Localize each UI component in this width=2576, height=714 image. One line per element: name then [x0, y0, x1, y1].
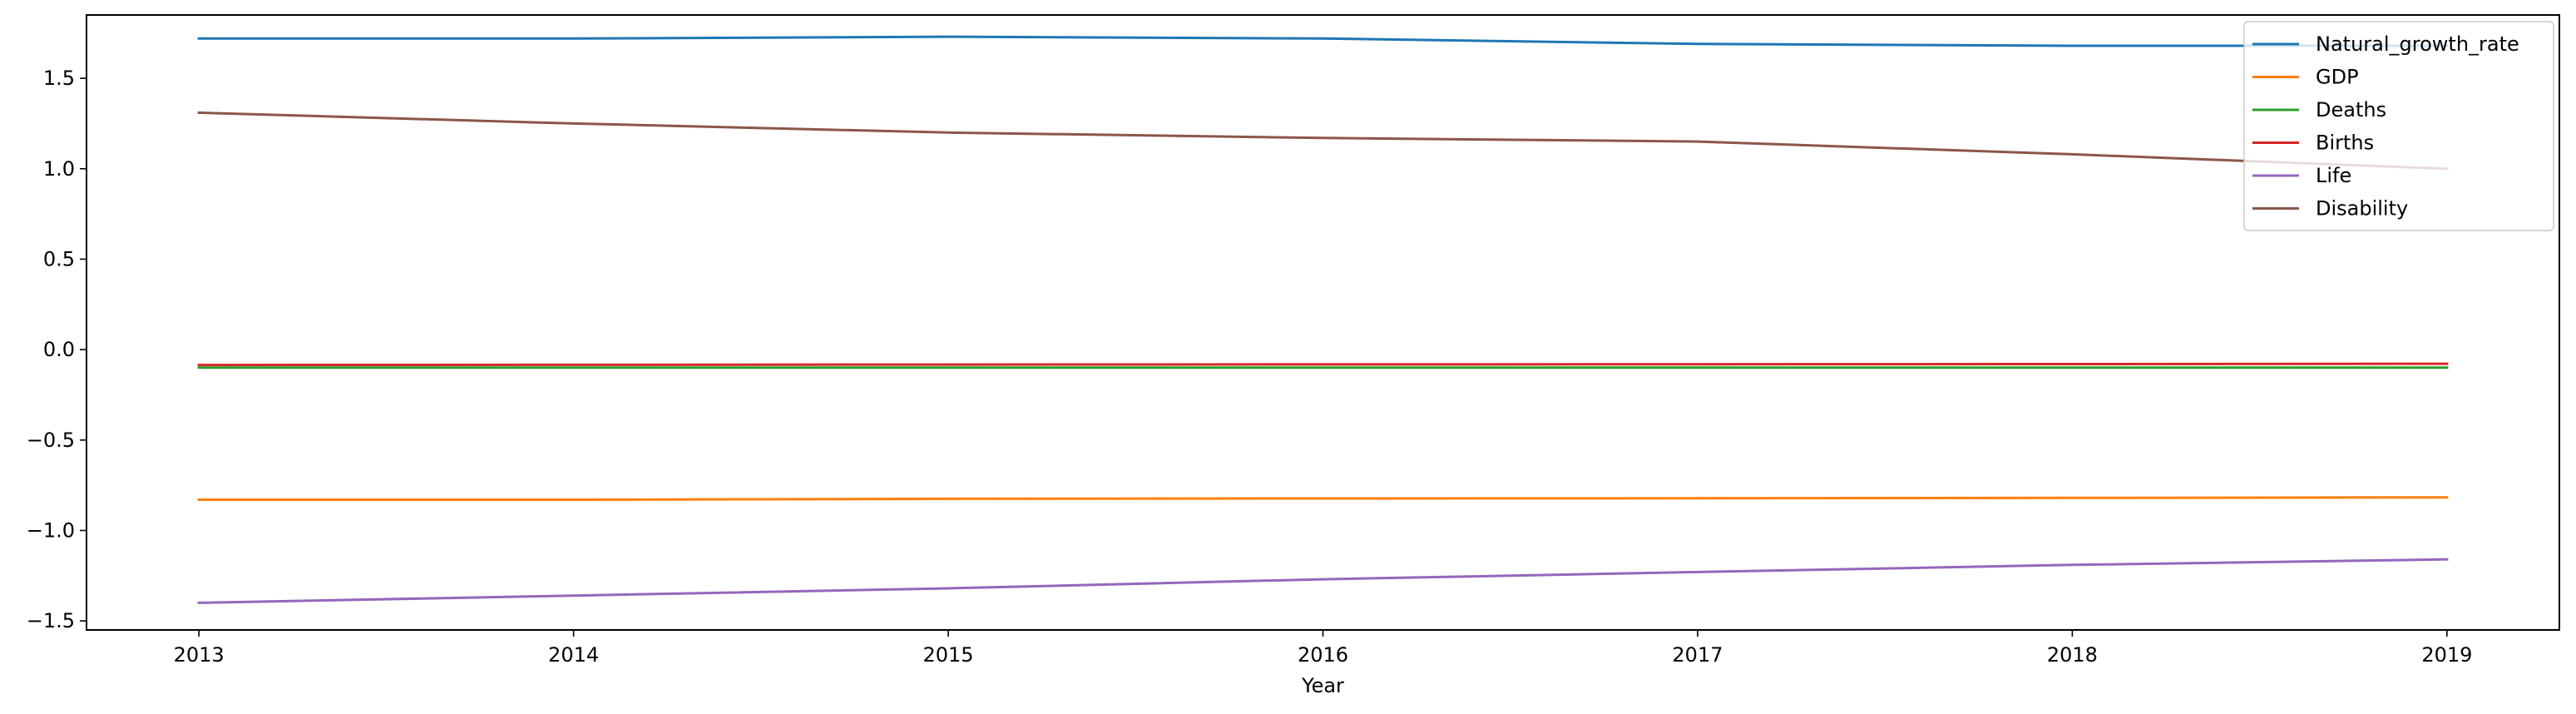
legend-box: [2243, 21, 2554, 231]
x-tick-label: 2014: [548, 643, 599, 667]
x-tick-label: 2019: [2421, 643, 2472, 667]
y-tick-label: 0.0: [43, 338, 75, 361]
y-tick-label: −1.5: [27, 609, 75, 632]
y-tick-label: −0.5: [27, 429, 75, 452]
y-tick-label: 1.0: [43, 157, 75, 181]
y-tick-label: 0.5: [43, 247, 75, 270]
series-line-natural-growth-rate: [197, 35, 2449, 47]
y-tick-label: 1.5: [43, 67, 75, 90]
x-axis-ticks: 2013 2014 2015 2016 2017 2018 2019: [174, 630, 2472, 667]
series-line-life: [197, 558, 2449, 604]
legend-entry-label: Natural_growth_rate: [2316, 32, 2519, 56]
series-line-disability: [197, 111, 2449, 171]
legend-entry-label: Deaths: [2316, 98, 2386, 121]
x-tick-label: 2015: [923, 643, 974, 667]
y-tick-label: −1.0: [27, 518, 75, 542]
series-lines: [197, 35, 2449, 604]
x-tick-label: 2018: [2047, 643, 2098, 667]
y-axis-ticks: −1.5 −1.0 −0.5 0.0 0.5 1.0 1.5: [27, 67, 87, 632]
x-tick-label: 2017: [1672, 643, 1723, 667]
legend-entry-label: Life: [2316, 164, 2351, 187]
x-tick-label: 2013: [174, 643, 225, 667]
legend-entry-label: Disability: [2316, 197, 2408, 221]
series-line-gdp: [197, 496, 2449, 501]
legend-entry-label: Births: [2316, 131, 2374, 155]
x-tick-label: 2016: [1298, 643, 1348, 667]
legend-entry-label: GDP: [2316, 66, 2359, 89]
axes-frame: [86, 14, 2560, 631]
legend: Natural_growth_rate GDP Deaths Births Life Di…: [2243, 21, 2554, 231]
x-axis-label: Year: [1301, 674, 1344, 697]
series-line-births: [197, 362, 2449, 367]
